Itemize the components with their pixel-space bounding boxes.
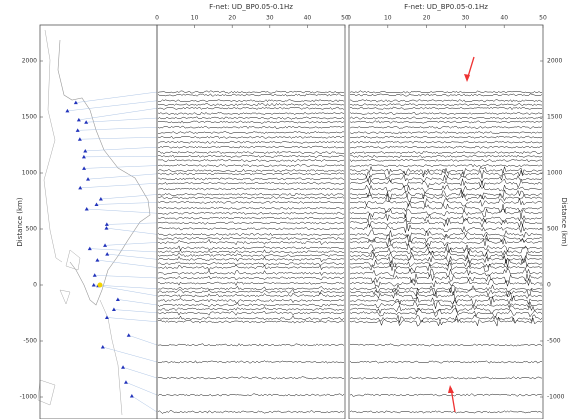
y-tick-label: 500	[26, 226, 38, 233]
x-tick-label: 20	[423, 15, 431, 22]
y-tick-label: -1000	[547, 394, 565, 401]
epicenter	[98, 283, 103, 288]
y-tick-label: -500	[23, 338, 37, 345]
y-tick-label: -500	[547, 338, 561, 345]
y-tick-label: 2000	[547, 58, 562, 65]
x-tick-label: 50	[539, 15, 547, 22]
y-axis-label: Distance (km)	[16, 197, 24, 246]
y-tick-label: 0	[547, 282, 551, 289]
x-tick-label: 10	[384, 15, 392, 22]
x-tick-label: 40	[500, 15, 508, 22]
x-tick-label: 0	[155, 15, 159, 22]
panel-title: F-net: UD_BP0.05-0.1Hz	[404, 3, 488, 11]
x-tick-label: 30	[266, 15, 274, 22]
x-tick-label: 10	[191, 15, 199, 22]
y-tick-label: 2000	[22, 58, 37, 65]
y-tick-label: -1000	[20, 394, 38, 401]
y-tick-label: 500	[547, 226, 559, 233]
y-axis-label: Distance (km)	[560, 197, 568, 246]
panel-title: F-net: UD_BP0.05-0.1Hz	[209, 3, 293, 11]
y-tick-label: 1000	[22, 170, 37, 177]
figure: F-net: UD_BP0.05-0.1Hz F-net: UD_BP0.05-…	[0, 0, 571, 419]
x-tick-label: 20	[228, 15, 236, 22]
x-tick-label: 0	[347, 15, 351, 22]
page: {"panels": [{"title": "F-net: UD_BP0.05-…	[0, 0, 571, 419]
x-tick-label: 40	[304, 15, 312, 22]
y-tick-label: 1500	[22, 114, 37, 121]
y-tick-label: 0	[33, 282, 37, 289]
y-tick-label: 1500	[547, 114, 562, 121]
x-tick-label: 30	[462, 15, 470, 22]
y-tick-label: 1000	[547, 170, 562, 177]
